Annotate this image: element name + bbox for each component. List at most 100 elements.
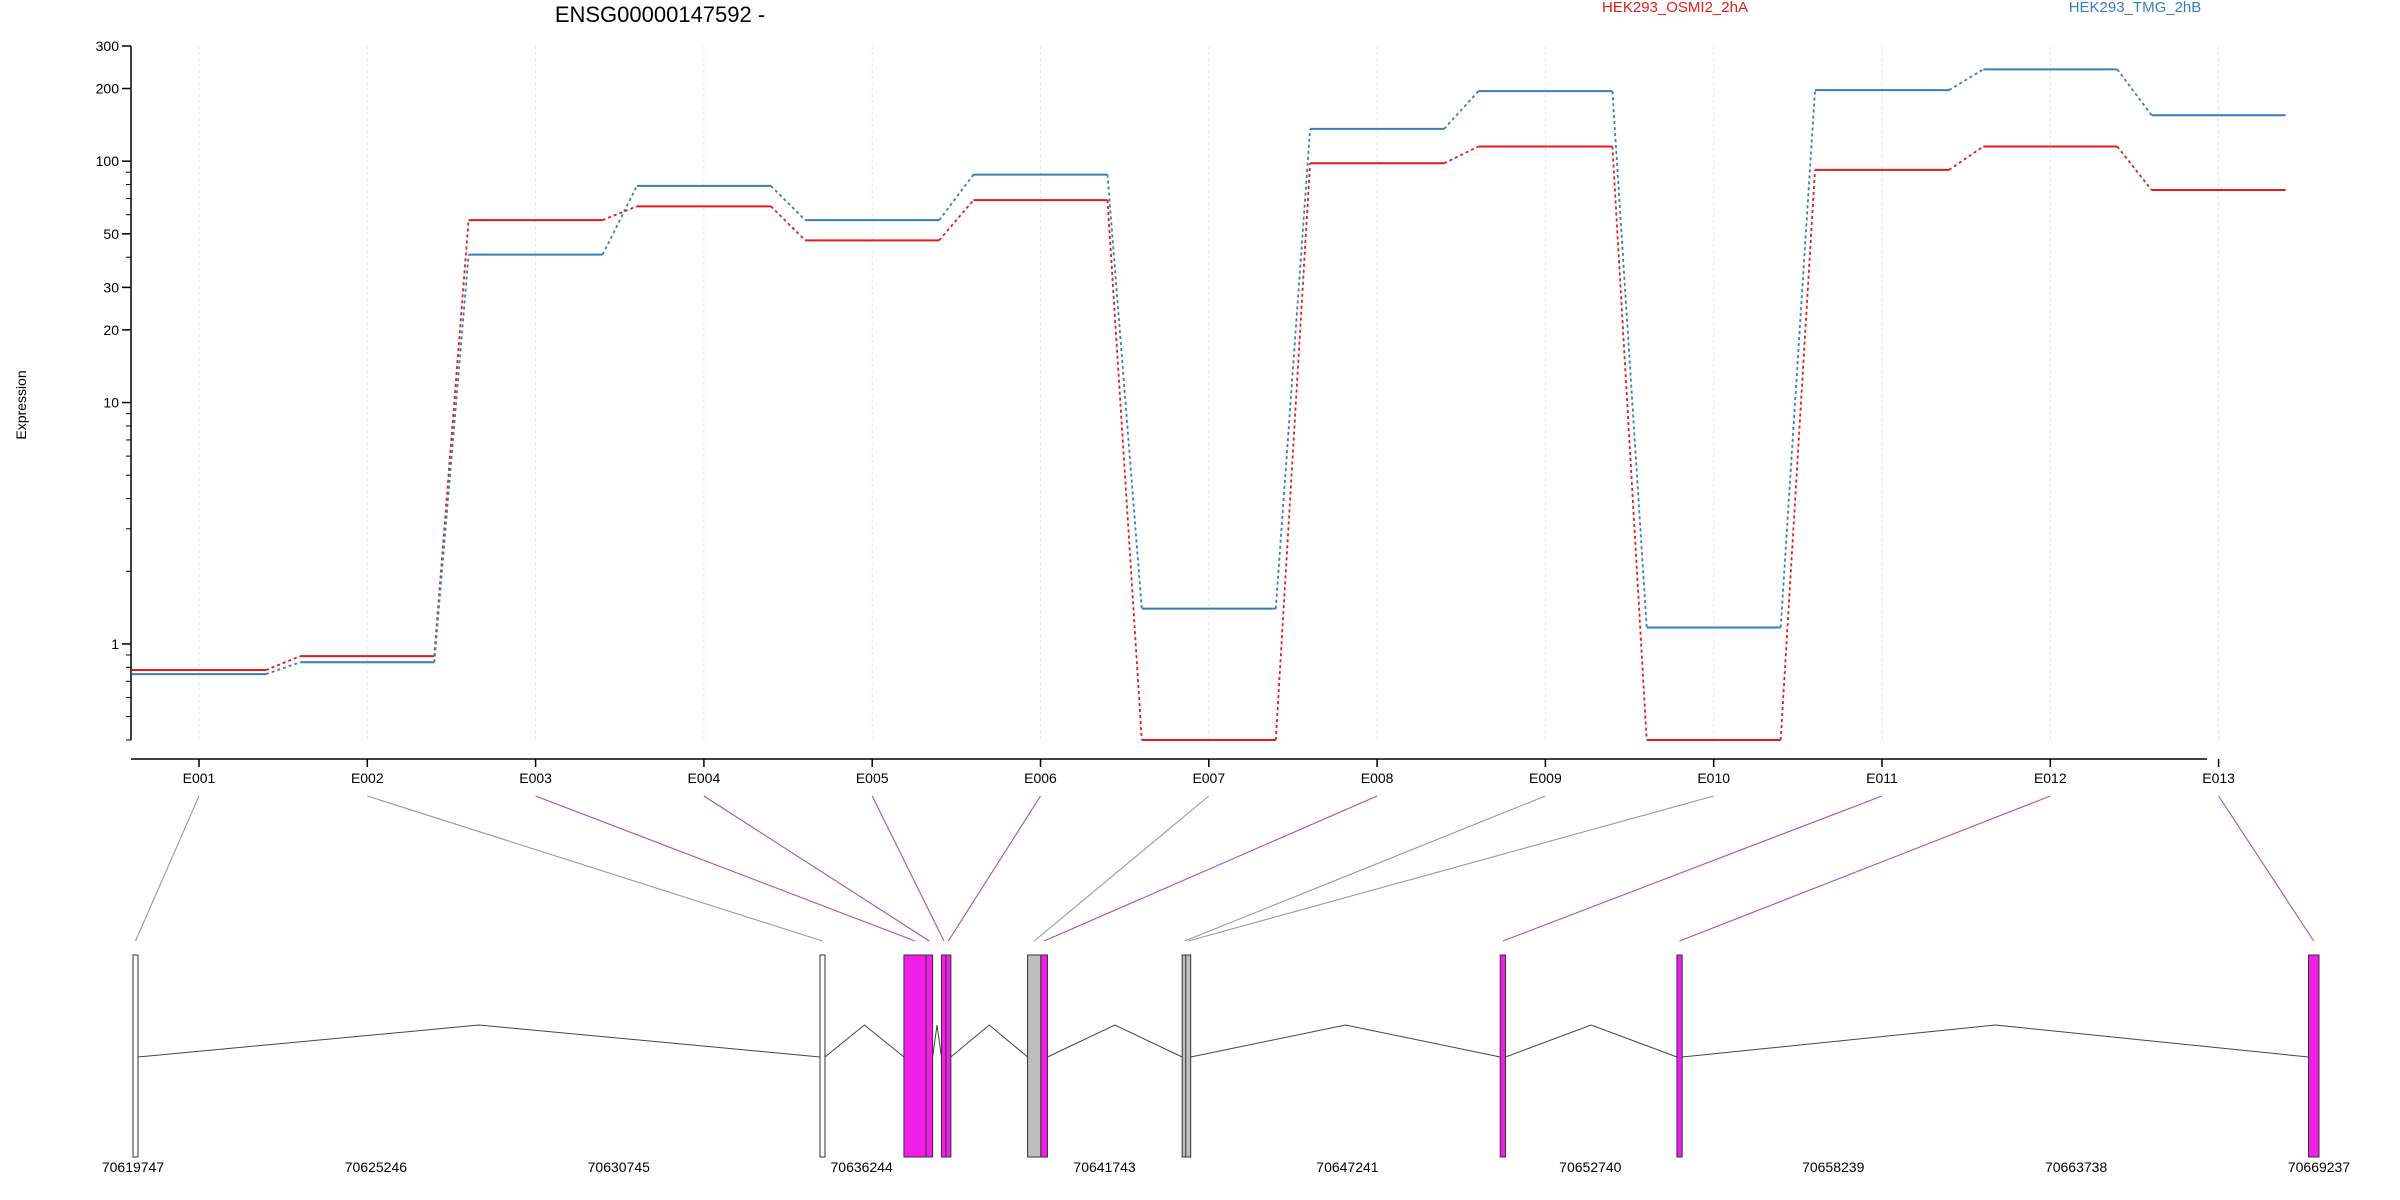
connector-E013 [2218,795,2315,942]
intron [137,1024,821,1058]
connector-E007 [1033,795,1210,942]
coordinate-tick-label: 70636244 [831,1159,894,1175]
series-2-connector [770,185,806,221]
x-tick-label: E007 [1192,770,1225,786]
connector-E012 [1679,795,2051,942]
intron [1505,1024,1678,1058]
intron [950,1024,1028,1058]
legend-series-2: HEK293_TMG_2hB [2069,0,2202,16]
series-2-connector [601,185,638,256]
connector-E004 [703,795,930,942]
connector-E009 [1184,795,1546,942]
x-tick-label: E004 [688,770,721,786]
coordinate-tick-label: 70658239 [1802,1159,1865,1175]
series-1-connector [1779,169,1816,741]
series-1-connector [265,655,301,671]
connector-E002 [367,795,823,942]
series-1-connector [938,199,975,241]
x-tick-label: E001 [183,770,216,786]
connector-E005 [871,795,945,942]
exon-E004 [925,954,934,1158]
x-tick-label: E011 [1866,770,1898,786]
series-2-connector [1443,90,1480,130]
series-2-connector [1611,91,1648,628]
exon-E012 [1676,954,1683,1158]
connector-E003 [535,795,916,942]
series-layer [132,68,2286,741]
grid [198,46,2220,740]
y-tick-label: 300 [96,38,120,54]
x-tick-label: E010 [1697,770,1730,786]
exon-E011 [1499,954,1507,1158]
connector-E011 [1502,795,1883,942]
series-1-connector [770,205,806,241]
exon-E010 [1185,954,1192,1158]
y-tick-label: 200 [96,81,120,97]
exon-E001 [132,954,139,1158]
gene-model [132,954,2320,1158]
series-2-connector [1106,174,1143,609]
y-tick-label: 1 [111,636,119,652]
exon-E007 [1027,954,1042,1158]
y-axis-label: Expression [13,370,29,439]
x-tick-label: E013 [2202,770,2235,786]
series-1-connector [1274,163,1311,741]
series-2-connector [433,254,470,663]
intron [932,1024,942,1058]
connector-E008 [1043,795,1378,942]
intron [824,1024,905,1058]
legend-series-1: HEK293_OSMI2_2hA [1602,0,1748,16]
x-tick-label: E009 [1529,770,1562,786]
intron [1190,1024,1501,1058]
coordinate-axis: 70619747 70625246 70630745 70636244 70641743… [102,1159,2351,1175]
coordinate-tick-label: 70641743 [1073,1159,1136,1175]
exon-E008 [1040,954,1048,1158]
x-tick-label: E003 [519,770,552,786]
coordinate-tick-label: 70652740 [1559,1159,1622,1175]
y-tick-label: 10 [103,395,119,411]
series-1 [132,145,2286,741]
series-1-connector [602,205,638,221]
exon-E003 [903,954,927,1158]
coordinate-tick-label: 70619747 [102,1159,165,1175]
series-1-connector [2116,145,2153,191]
intron [1682,1024,2309,1058]
coordinate-tick-label: 70663738 [2045,1159,2108,1175]
exon-E006 [945,954,952,1158]
series-2 [132,68,2286,676]
series-2-connector [1274,128,1311,609]
connector-E001 [134,795,200,942]
connector-E010 [1188,795,1714,942]
x-tick-label: E006 [1024,770,1057,786]
exon-E002 [819,954,826,1158]
x-tick-label: E005 [856,770,889,786]
series-2-connector [265,661,301,675]
x-tick-label: E012 [2034,770,2067,786]
series-1-connector [1106,200,1143,741]
y-axis: 300 200 100 50 30 20 10 1 [96,38,132,741]
y-tick-label: 20 [103,322,119,338]
coordinate-tick-label: 70630745 [588,1159,651,1175]
series-1-connector [1443,145,1479,165]
series-1-connector [1611,146,1648,741]
y-tick-label: 30 [103,279,119,295]
exon-E013 [2308,954,2320,1158]
exon-connectors [134,795,2315,942]
x-tick-label: E008 [1361,770,1394,786]
series-2-connector [1779,90,1816,628]
coordinate-tick-label: 70625246 [345,1159,408,1175]
series-2-connector [938,174,975,221]
series-1-connector [1948,145,1984,171]
coordinate-tick-label: 70669237 [2288,1159,2351,1175]
y-tick-label: 100 [96,153,120,169]
connector-E006 [947,795,1041,942]
x-axis: E001 E002 E003 E004 E005 E006 E007 E008 E009 E010… [131,758,2235,786]
chart-title: ENSG00000147592 - [555,2,765,27]
x-tick-label: E002 [351,770,384,786]
series-2-connector [2116,68,2153,116]
series-1-connector [433,220,470,657]
series-2-connector [1948,68,1984,91]
intron [1047,1024,1183,1058]
y-tick-label: 50 [103,226,119,242]
